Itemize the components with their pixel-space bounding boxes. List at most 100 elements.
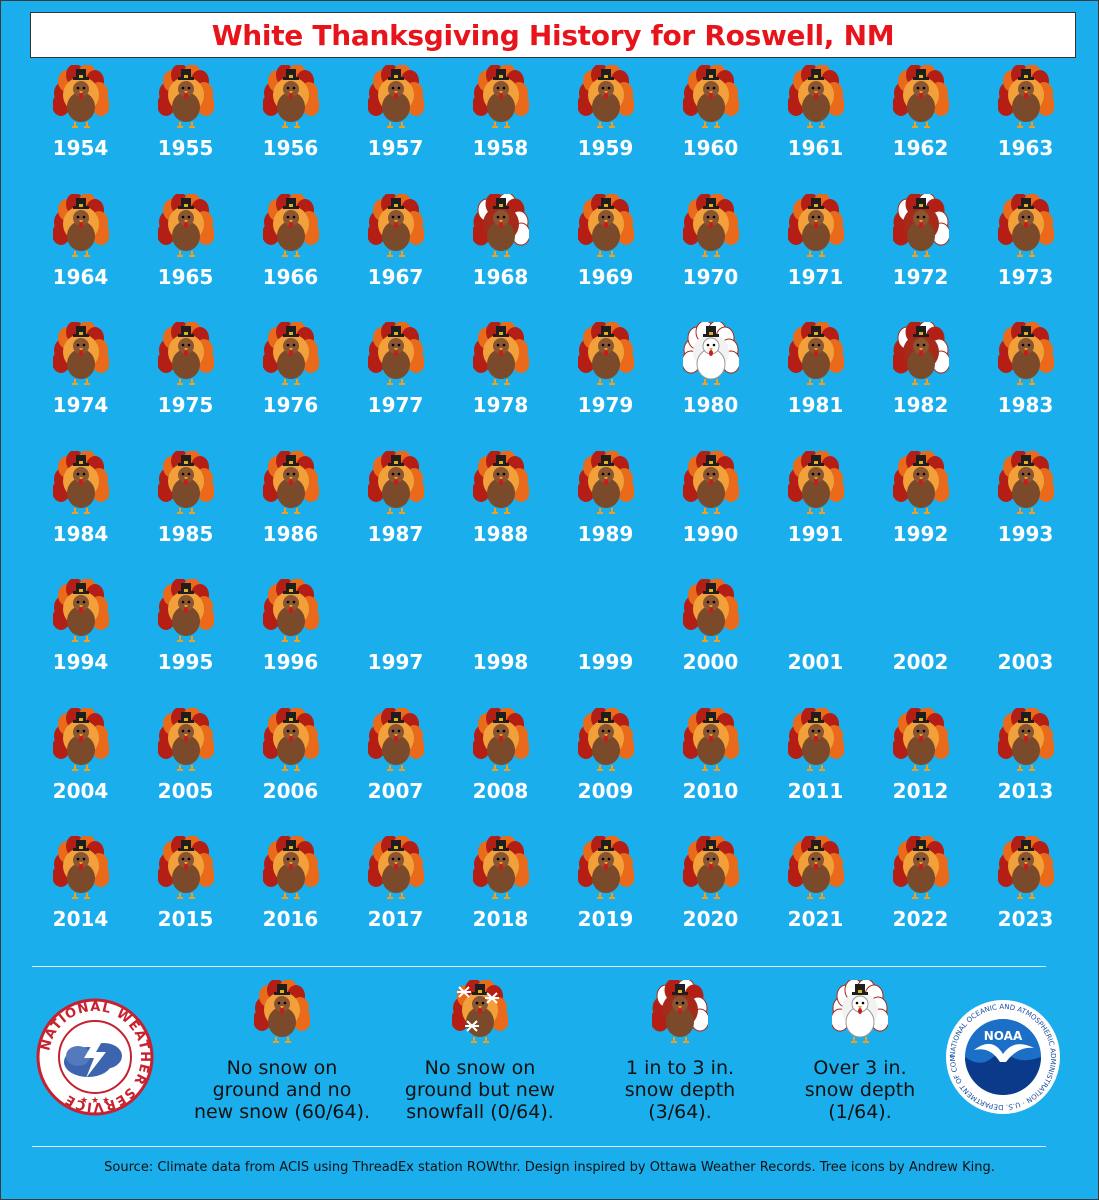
icon-slot xyxy=(156,449,216,520)
year-label: 1992 xyxy=(892,521,949,546)
icon-slot xyxy=(891,835,951,905)
year-cell: 1964 xyxy=(28,192,133,326)
year-cell: 1975 xyxy=(133,321,238,454)
year-label: 1969 xyxy=(577,264,634,289)
turkey-brown-icon xyxy=(786,706,845,777)
year-label: 1982 xyxy=(892,393,949,417)
icon-slot xyxy=(681,320,741,391)
year-cell: 2021 xyxy=(763,835,868,968)
year-cell: 1994 xyxy=(28,578,133,711)
turkey-brown-icon xyxy=(366,835,425,905)
year-label: 1976 xyxy=(262,393,319,417)
year-label: 1995 xyxy=(157,650,214,674)
year-label: 2016 xyxy=(262,907,319,931)
year-label: 1994 xyxy=(52,650,109,674)
year-label: 2019 xyxy=(577,907,634,931)
year-label: 1955 xyxy=(157,136,214,160)
turkey-brown-icon xyxy=(156,64,215,134)
year-label: 1963 xyxy=(997,136,1054,160)
legend-line: snow depth xyxy=(624,1079,736,1101)
icon-slot xyxy=(51,64,111,134)
turkey-brown-icon xyxy=(156,449,215,520)
turkey-brown-icon xyxy=(996,192,1055,263)
year-label: 2023 xyxy=(997,907,1054,931)
year-cell: 1989 xyxy=(553,449,658,583)
year-grid: 1954 1955 1956 1957 1958 1959 1960 1961 1962 1963… xyxy=(28,64,1078,968)
year-cell: 2002 xyxy=(868,582,973,711)
icon-slot xyxy=(366,449,426,520)
turkey-brown-icon xyxy=(576,192,635,263)
legend-line: snow depth xyxy=(804,1079,916,1101)
turkey-brown-icon xyxy=(786,64,845,134)
icon-slot xyxy=(996,192,1056,263)
turkey-brown-icon xyxy=(891,449,950,520)
turkey-white-feathers-icon xyxy=(891,320,950,391)
year-cell: 2007 xyxy=(343,706,448,840)
turkey-brown-icon xyxy=(366,449,425,520)
year-label: 2010 xyxy=(682,778,739,803)
icon-slot xyxy=(576,706,636,777)
year-label: 2003 xyxy=(997,650,1054,674)
grid-row: 1974 1975 1976 1977 1978 1979 1980 1981 1982 1983 xyxy=(28,320,1078,454)
turkey-brown-icon xyxy=(471,835,530,905)
turkey-brown-icon xyxy=(261,449,320,520)
year-cell: 1984 xyxy=(28,449,133,583)
year-cell: 1957 xyxy=(343,64,448,197)
turkey-brown-icon xyxy=(261,578,320,648)
turkey-white-feathers-icon xyxy=(471,192,530,263)
year-cell: 1993 xyxy=(973,449,1078,583)
year-label: 1954 xyxy=(52,136,109,160)
icon-slot xyxy=(681,835,741,905)
turkey-brown-icon xyxy=(156,321,215,391)
icon-slot xyxy=(996,321,1056,391)
legend-text: No snow on ground but new snowfall (0/64). xyxy=(405,1057,555,1123)
year-cell: 1979 xyxy=(553,321,658,454)
legend-line: (3/64). xyxy=(648,1101,712,1123)
year-cell: 1954 xyxy=(28,64,133,197)
icon-slot xyxy=(366,835,426,905)
year-label: 1997 xyxy=(367,650,424,674)
year-cell: 2022 xyxy=(868,835,973,968)
icon-slot xyxy=(51,835,111,905)
legend-line: No snow on xyxy=(226,1057,338,1079)
year-cell: 2013 xyxy=(973,706,1078,840)
turkey-brown-icon xyxy=(681,835,740,905)
icon-slot xyxy=(366,321,426,391)
year-cell: 2008 xyxy=(448,706,553,840)
icon-slot xyxy=(156,706,216,777)
year-label: 1986 xyxy=(262,521,319,546)
turkey-brown-icon xyxy=(156,192,215,263)
year-label: 2007 xyxy=(367,778,424,803)
turkey-brown-icon xyxy=(253,979,311,1049)
turkey-brown-icon xyxy=(996,449,1055,520)
turkey-brown-icon xyxy=(576,321,635,391)
year-label: 1996 xyxy=(262,650,319,674)
icon-slot xyxy=(51,449,111,520)
year-cell: 1980 xyxy=(658,320,763,454)
year-cell: 1962 xyxy=(868,64,973,197)
legend-item-none: No snow on ground and no new snow (60/64). xyxy=(182,979,382,1123)
year-cell: 1958 xyxy=(448,64,553,197)
year-cell: 2017 xyxy=(343,835,448,968)
icon-slot xyxy=(471,706,531,777)
turkey-brown-icon xyxy=(261,835,320,905)
year-label: 2015 xyxy=(157,907,214,931)
year-cell: 1974 xyxy=(28,321,133,454)
year-label: 1977 xyxy=(367,393,424,417)
icon-slot xyxy=(786,192,846,263)
icon-slot xyxy=(891,320,951,391)
year-cell: 2001 xyxy=(763,582,868,711)
year-label: 1965 xyxy=(157,264,214,289)
turkey-brown-icon xyxy=(786,449,845,520)
year-label: 1956 xyxy=(262,136,319,160)
turkey-brown-icon xyxy=(471,706,530,777)
turkey-brown-icon xyxy=(681,64,740,134)
legend-text: Over 3 in. snow depth (1/64). xyxy=(805,1057,915,1123)
turkey-brown-icon xyxy=(786,835,845,905)
year-label: 1966 xyxy=(262,264,319,289)
turkey-brown-icon xyxy=(366,706,425,777)
year-label: 2001 xyxy=(787,650,844,674)
icon-slot xyxy=(51,706,111,777)
year-label: 2008 xyxy=(472,778,529,803)
icon-slot xyxy=(996,835,1056,905)
